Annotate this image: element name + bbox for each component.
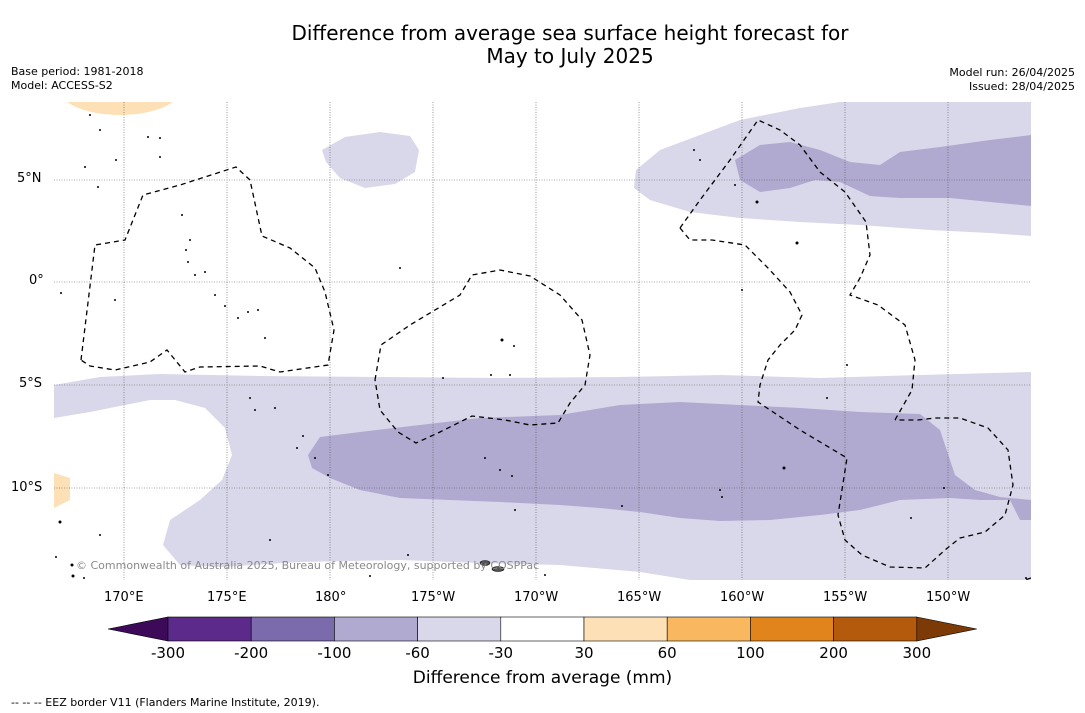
colorbar-segment [417, 616, 502, 642]
eez-border-kiribati-gilbert [80, 166, 335, 373]
colorbar-segment [167, 616, 252, 642]
lon-label: 150°W [926, 590, 971, 605]
lat-label: 0° [29, 273, 44, 288]
colorbar-segment [334, 616, 418, 642]
colorbar-tick: 100 [736, 644, 765, 662]
island-markers [55, 114, 1027, 579]
anomaly-core-south [308, 402, 1031, 521]
copyright-notice: © Commonwealth of Australia 2025, Bureau… [76, 559, 540, 572]
colorbar-segment [583, 616, 668, 642]
colorbar-tick: -60 [405, 644, 430, 662]
colorbar-segment [666, 616, 751, 642]
colorbar-segment [500, 616, 585, 642]
colorbar-segment [833, 616, 918, 642]
positive-anomaly-northwest [67, 102, 173, 115]
colorbar [107, 616, 977, 642]
eez-footnote: -- -- -- EEZ border V11 (Flanders Marine… [11, 696, 320, 709]
run-info: Model run: 26/04/2025 Issued: 28/04/2025 [949, 66, 1075, 94]
colorbar-tick: -30 [488, 644, 514, 662]
colorbar-title: Difference from average (mm) [412, 668, 673, 688]
title-line-1: Difference from average sea surface heig… [291, 21, 849, 45]
model-run-text: Model run: 26/04/2025 [949, 66, 1075, 79]
colorbar-extend-low [107, 616, 169, 642]
base-period-text: Base period: 1981-2018 [11, 65, 144, 78]
anomaly-region-north-small [322, 132, 419, 188]
colorbar-segment [750, 616, 834, 642]
colorbar-tick: -100 [317, 644, 352, 662]
colorbar-tick: -200 [234, 644, 269, 662]
graticule-lines [54, 102, 1031, 580]
lon-label: 175°E [207, 590, 247, 605]
base-period-info: Base period: 1981-2018 Model: ACCESS-S2 [11, 65, 143, 93]
model-text: Model: ACCESS-S2 [11, 79, 113, 92]
colorbar-segment [250, 616, 335, 642]
lon-label: 155°W [823, 590, 868, 605]
colorbar-tick: 60 [657, 644, 677, 662]
eez-border-phoenix [374, 269, 591, 444]
title-line-2: May to July 2025 [486, 44, 654, 68]
eez-border-cook-islands [1024, 577, 1031, 580]
colorbar-tick: 300 [902, 644, 932, 662]
colorbar-extend-high [916, 616, 977, 642]
lon-label: 170°W [514, 590, 559, 605]
larger-islands [479, 560, 505, 572]
eez-border-line-islands [679, 119, 1014, 569]
lat-label: 5°N [17, 171, 42, 186]
lon-label: 180° [315, 590, 347, 605]
lat-label: 10°S [11, 480, 43, 495]
lon-label: 160°W [720, 590, 765, 605]
map-plot-area [54, 102, 1031, 580]
chart-title: Difference from average sea surface heig… [0, 22, 1085, 68]
issued-text: Issued: 28/04/2025 [968, 80, 1075, 93]
lon-label: 170°E [104, 590, 144, 605]
lon-label: 175°W [411, 590, 456, 605]
lon-label: 165°W [617, 590, 662, 605]
positive-anomaly-west [54, 473, 70, 508]
anomaly-core-north [735, 135, 1031, 206]
colorbar-tick: -300 [150, 644, 186, 662]
lat-label: 5°S [19, 376, 43, 391]
colorbar-tick: 200 [819, 644, 848, 662]
colorbar-tick: 30 [574, 644, 594, 662]
eez-borders [80, 119, 1031, 580]
